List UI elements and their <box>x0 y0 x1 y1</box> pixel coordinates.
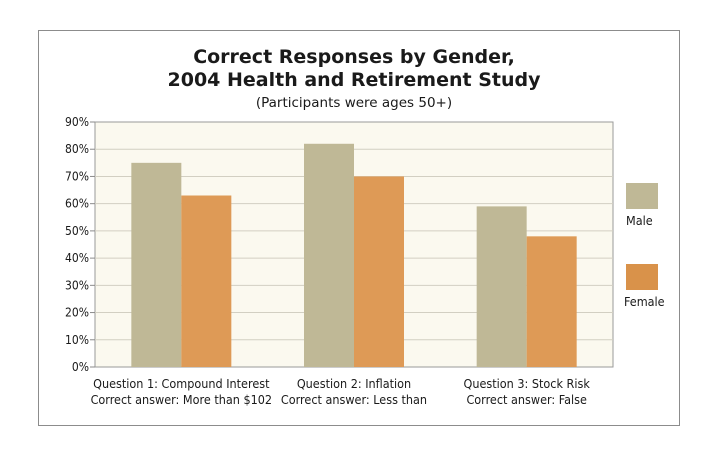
bar-male <box>476 206 527 367</box>
bar-male <box>131 162 182 367</box>
x-category-label: Correct answer: More than $102 <box>91 392 272 407</box>
legend-swatch-female <box>626 264 658 290</box>
x-category-label: Correct answer: False <box>466 392 587 407</box>
chart-title: Correct Responses by Gender, 2004 Health… <box>0 46 708 92</box>
x-category-label: Question 1: Compound Interest <box>93 376 270 391</box>
chart-title-line-1: Correct Responses by Gender, <box>193 46 515 68</box>
x-category-label: Question 3: Stock Risk <box>463 376 590 391</box>
bar-female <box>181 195 232 367</box>
x-category-label: Correct answer: Less than <box>281 392 427 407</box>
y-tick-label: 70% <box>65 169 89 183</box>
legend-swatch-male <box>626 183 658 209</box>
y-tick-label: 40% <box>65 251 89 265</box>
bar-female <box>526 236 577 367</box>
y-tick-label: 60% <box>65 197 89 211</box>
y-tick-label: 50% <box>65 224 89 238</box>
y-tick-label: 10% <box>65 333 89 347</box>
y-tick-label: 90% <box>65 115 89 129</box>
y-tick-label: 20% <box>65 306 89 320</box>
bar-male <box>304 143 354 367</box>
y-tick-label: 80% <box>65 142 89 156</box>
chart-subtitle: (Participants were ages 50+) <box>255 95 453 111</box>
y-tick-label: 30% <box>65 278 89 292</box>
bar-female <box>354 176 404 367</box>
x-category-label: Question 2: Inflation <box>297 376 411 391</box>
legend-label-male: Male <box>626 213 653 228</box>
legend-label-female: Female <box>624 294 665 309</box>
y-tick-label: 0% <box>72 360 89 374</box>
chart-title-line-2: 2004 Health and Retirement Study <box>167 69 541 91</box>
